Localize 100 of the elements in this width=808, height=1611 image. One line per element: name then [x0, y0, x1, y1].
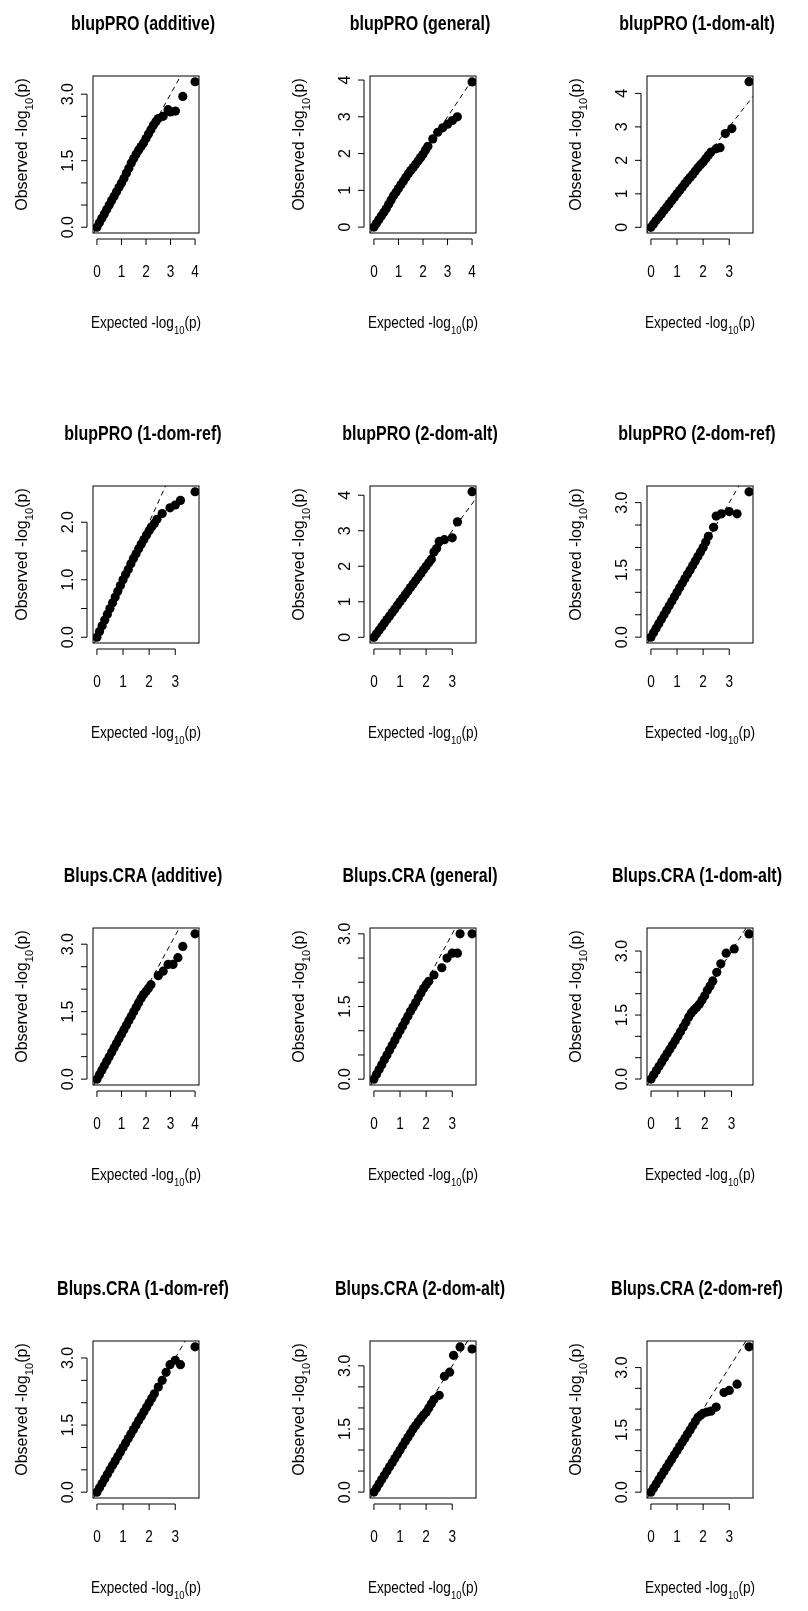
- x-tick-label: 2: [142, 1113, 150, 1133]
- x-tick-label: 2: [142, 261, 150, 281]
- x-tick-label: 4: [191, 261, 200, 281]
- chart-title: Blups.CRA (general): [342, 864, 498, 887]
- x-tick-label: 3: [448, 1113, 457, 1133]
- y-tick-label: 3.0: [59, 1346, 76, 1370]
- y-tick-label: 2: [336, 149, 353, 159]
- chart-title: blupPRO (1-dom-alt): [619, 12, 775, 35]
- x-axis-title: Expected -log$_{10}$(p): [90, 723, 202, 747]
- chart-title: blupPRO (2-dom-ref): [618, 422, 776, 445]
- x-tick-label: 0: [93, 671, 101, 691]
- chart-title: blupPRO (general): [349, 12, 491, 35]
- y-tick-label: 0.0: [336, 1067, 353, 1091]
- x-tick-label: 2: [145, 1526, 153, 1546]
- x-tick-label: 0: [93, 1113, 101, 1133]
- y-tick-label: 4: [613, 88, 630, 98]
- y-tick-label: 1: [336, 597, 353, 607]
- x-tick-label: 3: [725, 261, 734, 281]
- x-tick-label: 2: [422, 1113, 430, 1133]
- x-axis-title: Expected -log$_{10}$(p): [367, 1578, 479, 1602]
- y-tick-label: 0.0: [59, 1480, 76, 1504]
- y-tick-label: 1.5: [336, 995, 353, 1018]
- x-tick-label: 2: [699, 261, 707, 281]
- y-tick-label: 0.0: [59, 626, 76, 649]
- y-tick-label: 0.0: [613, 1067, 630, 1091]
- x-tick-label: 0: [647, 261, 655, 281]
- x-tick-label: 1: [394, 261, 403, 281]
- x-tick-label: 0: [647, 1526, 655, 1546]
- x-tick-label: 2: [422, 671, 430, 691]
- x-tick-label: 0: [370, 671, 378, 691]
- chart-title: Blups.CRA (1-dom-ref): [57, 1277, 229, 1300]
- x-tick-label: 1: [117, 1113, 126, 1133]
- x-tick-label: 1: [673, 671, 681, 691]
- y-tick-label: 3: [336, 526, 353, 536]
- y-tick-label: 1.0: [59, 568, 76, 591]
- x-tick-label: 1: [673, 261, 681, 281]
- x-tick-label: 0: [93, 1526, 101, 1546]
- x-axis-title: Expected -log$_{10}$(p): [367, 1165, 479, 1189]
- x-tick-label: 3: [166, 1113, 175, 1133]
- x-tick-label: 0: [370, 261, 378, 281]
- x-tick-label: 1: [119, 671, 127, 691]
- x-tick-label: 1: [396, 671, 404, 691]
- y-tick-label: 3.0: [59, 932, 76, 956]
- x-tick-label: 2: [419, 261, 427, 281]
- x-tick-label: 2: [699, 1526, 707, 1546]
- x-tick-label: 4: [191, 1113, 200, 1133]
- x-axis-title: Expected -log$_{10}$(p): [90, 1578, 202, 1602]
- y-tick-label: 4: [336, 75, 353, 85]
- x-tick-label: 3: [725, 671, 734, 691]
- chart-title: Blups.CRA (additive): [63, 864, 223, 887]
- chart-title: Blups.CRA (2-dom-alt): [334, 1277, 506, 1300]
- x-tick-label: 0: [647, 1113, 655, 1133]
- y-tick-label: 2: [613, 155, 630, 165]
- y-tick-label: 3.0: [613, 1356, 630, 1379]
- x-tick-label: 1: [396, 1526, 404, 1546]
- x-tick-label: 4: [468, 261, 477, 281]
- x-axis-title: Expected -log$_{10}$(p): [644, 313, 756, 337]
- x-tick-label: 3: [448, 1526, 457, 1546]
- chart-title: blupPRO (2-dom-alt): [342, 422, 498, 445]
- y-tick-label: 3.0: [336, 922, 353, 945]
- x-tick-label: 0: [647, 671, 655, 691]
- x-tick-label: 3: [725, 1526, 734, 1546]
- x-tick-label: 3: [727, 1113, 736, 1133]
- x-tick-label: 1: [396, 1113, 404, 1133]
- y-tick-label: 0: [336, 632, 353, 642]
- x-axis-title: Expected -log$_{10}$(p): [644, 1578, 756, 1602]
- y-tick-label: 3.0: [59, 82, 76, 106]
- y-tick-label: 2.0: [59, 511, 76, 534]
- x-tick-label: 0: [93, 261, 101, 281]
- y-tick-label: 1.5: [59, 149, 76, 172]
- y-tick-label: 4: [336, 490, 353, 500]
- y-tick-label: 1.5: [59, 1413, 76, 1437]
- x-tick-label: 2: [700, 1113, 709, 1133]
- x-tick-label: 1: [117, 261, 126, 281]
- y-tick-label: 3.0: [336, 1354, 353, 1377]
- x-tick-label: 1: [673, 1526, 681, 1546]
- y-tick-label: 1: [336, 185, 353, 195]
- y-tick-label: 1.5: [336, 1417, 353, 1441]
- y-tick-label: 0.0: [613, 625, 630, 649]
- y-tick-label: 3: [613, 122, 630, 132]
- y-tick-label: 3.0: [613, 939, 630, 963]
- x-axis-title: Expected -log$_{10}$(p): [644, 1165, 756, 1189]
- x-tick-label: 3: [171, 671, 180, 691]
- x-tick-label: 2: [422, 1526, 430, 1546]
- y-tick-label: 0: [613, 222, 630, 232]
- y-tick-label: 1.5: [613, 1418, 630, 1442]
- x-tick-label: 3: [443, 261, 452, 281]
- y-tick-label: 0: [336, 222, 353, 232]
- x-tick-label: 1: [119, 1526, 127, 1546]
- y-tick-label: 0.0: [59, 216, 76, 239]
- x-tick-label: 1: [674, 1113, 682, 1133]
- y-tick-label: 0.0: [613, 1480, 630, 1504]
- y-tick-label: 3: [336, 112, 353, 122]
- chart-title: blupPRO (1-dom-ref): [64, 422, 222, 445]
- y-tick-label: 1: [613, 189, 630, 199]
- y-tick-label: 2: [336, 561, 353, 571]
- chart-title: Blups.CRA (2-dom-ref): [611, 1277, 783, 1300]
- x-tick-label: 0: [370, 1526, 378, 1546]
- x-axis-title: Expected -log$_{10}$(p): [644, 723, 756, 747]
- x-tick-label: 3: [166, 261, 175, 281]
